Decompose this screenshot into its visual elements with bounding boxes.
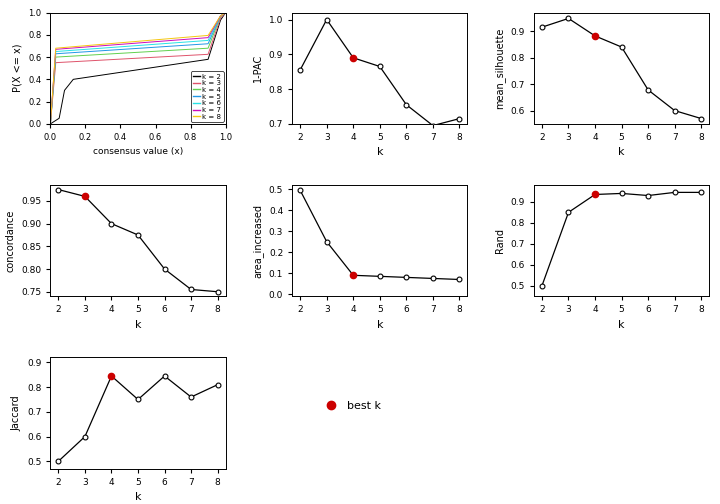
- Legend: k = 2, k = 3, k = 4, k = 5, k = 6, k = 7, k = 8: k = 2, k = 3, k = 4, k = 5, k = 6, k = 7…: [191, 72, 223, 122]
- X-axis label: consensus value (x): consensus value (x): [93, 148, 183, 156]
- X-axis label: k: k: [618, 148, 625, 157]
- X-axis label: k: k: [377, 148, 383, 157]
- Y-axis label: Jaccard: Jaccard: [12, 395, 22, 431]
- Y-axis label: Rand: Rand: [495, 228, 505, 253]
- Y-axis label: concordance: concordance: [6, 210, 16, 272]
- Y-axis label: mean_silhouette: mean_silhouette: [494, 28, 505, 109]
- Y-axis label: P(X <= x): P(X <= x): [12, 44, 22, 92]
- X-axis label: k: k: [377, 320, 383, 330]
- Y-axis label: area_increased: area_increased: [252, 204, 264, 278]
- Y-axis label: 1-PAC: 1-PAC: [253, 54, 264, 82]
- Legend: best k: best k: [315, 397, 386, 415]
- X-axis label: k: k: [618, 320, 625, 330]
- X-axis label: k: k: [135, 320, 141, 330]
- X-axis label: k: k: [135, 492, 141, 502]
